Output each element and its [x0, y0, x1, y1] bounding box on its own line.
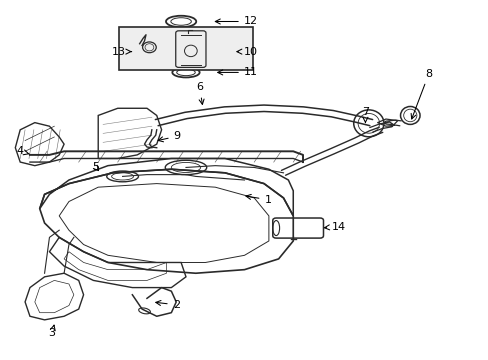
FancyBboxPatch shape	[119, 27, 252, 69]
Text: 8: 8	[410, 69, 431, 119]
Text: 9: 9	[158, 131, 181, 142]
Text: 4: 4	[17, 146, 29, 156]
Text: 12: 12	[215, 17, 257, 27]
Text: 10: 10	[236, 46, 257, 57]
Text: 5: 5	[92, 162, 99, 172]
Text: 6: 6	[196, 82, 203, 104]
Text: 13: 13	[111, 46, 131, 57]
Text: 14: 14	[324, 222, 346, 231]
Text: 3: 3	[48, 325, 55, 338]
Text: 2: 2	[156, 300, 180, 310]
Text: 11: 11	[217, 67, 257, 77]
Text: 7: 7	[361, 107, 368, 123]
Text: 1: 1	[245, 194, 271, 205]
